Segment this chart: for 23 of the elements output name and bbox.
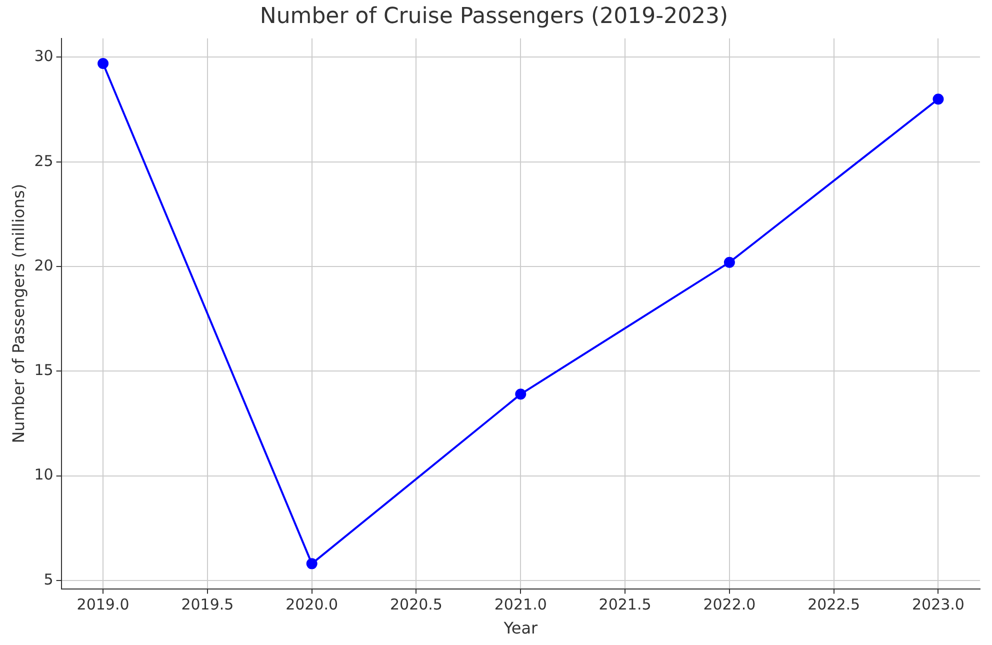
x-tick-label: 2019.0 [76, 596, 130, 614]
y-tick-label: 10 [34, 466, 54, 484]
point [724, 256, 735, 268]
y-tick-label: 30 [34, 47, 54, 66]
x-tick-label: 2021.5 [598, 596, 652, 614]
y-tick-label: 5 [44, 570, 54, 588]
x-axis-title: Year [502, 618, 538, 638]
x-tick-label: 2020.5 [390, 596, 442, 614]
y-tick-label: 20 [34, 256, 54, 274]
x-tick-label: 2022.5 [808, 596, 860, 614]
x-tick-label: 2019.5 [181, 596, 234, 614]
point [98, 58, 109, 70]
y-axis-title: Number of Passengers (millions) [8, 184, 28, 444]
y-tick-label: 15 [34, 361, 54, 380]
y-tick-label: 25 [34, 152, 54, 170]
x-tick-label: 2022.0 [703, 596, 756, 614]
x-tick-label: 2021.0 [494, 596, 547, 614]
chart-title: Number of Cruise Passengers (2019-2023) [260, 4, 728, 29]
point [515, 388, 526, 400]
x-tick-label: 2023.0 [912, 596, 964, 614]
point [306, 558, 318, 570]
point [932, 94, 944, 105]
x-tick-label: 2020.0 [286, 596, 338, 614]
